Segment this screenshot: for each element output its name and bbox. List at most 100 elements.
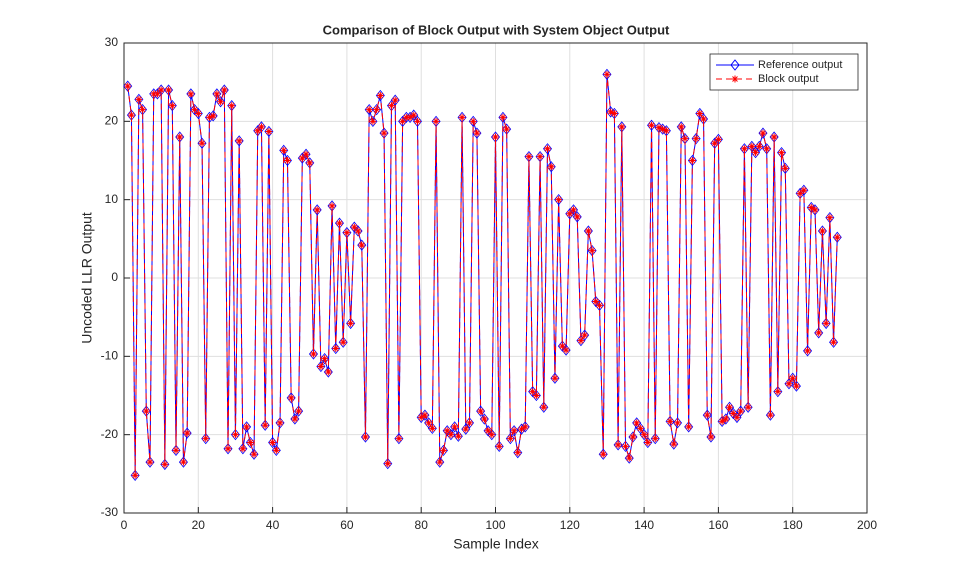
marker [532, 392, 540, 399]
marker [436, 458, 444, 466]
y-tick-label: 0 [111, 270, 118, 284]
marker [473, 129, 481, 137]
marker [145, 456, 155, 468]
marker [365, 106, 373, 114]
marker [406, 113, 414, 121]
marker [792, 382, 800, 390]
marker [748, 142, 756, 150]
marker [361, 433, 369, 441]
marker [245, 436, 255, 449]
marker [722, 415, 730, 423]
legend-label: Block output [758, 73, 819, 85]
marker [528, 385, 538, 398]
marker [465, 419, 473, 427]
marker [529, 388, 537, 396]
marker [350, 223, 358, 231]
marker [561, 344, 571, 356]
marker [309, 350, 317, 358]
marker [759, 129, 767, 137]
marker [323, 366, 333, 378]
marker [577, 337, 585, 345]
marker [428, 424, 436, 432]
marker [830, 338, 838, 346]
marker [306, 159, 314, 167]
marker [495, 442, 503, 450]
legend-label: Reference output [758, 59, 842, 71]
marker [603, 70, 611, 78]
marker [551, 374, 559, 382]
marker [271, 444, 281, 456]
marker [183, 429, 191, 437]
marker [335, 219, 343, 227]
marker [622, 442, 630, 450]
marker [131, 471, 139, 479]
marker [736, 405, 746, 417]
marker [687, 154, 697, 167]
marker [479, 413, 489, 425]
marker [349, 221, 359, 233]
marker [565, 208, 575, 220]
marker [673, 417, 683, 429]
marker [499, 113, 507, 121]
marker [665, 415, 675, 427]
marker [544, 145, 552, 153]
marker [674, 419, 682, 427]
marker [662, 127, 670, 135]
marker [191, 106, 199, 114]
marker [198, 139, 206, 147]
marker [781, 164, 789, 172]
marker [235, 137, 243, 145]
marker [546, 161, 556, 173]
y-tick-label: -10 [101, 349, 119, 363]
marker [480, 415, 488, 423]
marker [677, 123, 685, 131]
marker [726, 403, 734, 411]
marker [187, 90, 195, 98]
marker [234, 135, 244, 147]
marker [826, 214, 834, 222]
marker [584, 227, 592, 235]
marker [814, 327, 824, 339]
marker [743, 401, 753, 413]
marker [380, 129, 388, 137]
marker [607, 108, 615, 116]
marker [409, 109, 419, 121]
marker [412, 115, 422, 127]
marker [754, 140, 764, 153]
marker [755, 142, 763, 150]
marker [179, 458, 187, 466]
marker [167, 100, 177, 112]
marker [625, 454, 633, 462]
marker [829, 336, 839, 348]
marker [387, 102, 395, 110]
marker [324, 368, 332, 376]
marker [633, 419, 641, 427]
y-tick-label: -30 [101, 505, 119, 519]
marker [469, 117, 477, 125]
marker [618, 123, 626, 131]
marker [535, 150, 545, 163]
marker [614, 441, 622, 449]
marker [476, 405, 486, 417]
marker [301, 148, 311, 160]
marker [375, 89, 385, 102]
marker [640, 431, 648, 439]
marker [803, 345, 813, 357]
marker [758, 127, 768, 139]
marker [413, 117, 421, 125]
marker [539, 401, 549, 413]
marker [308, 348, 318, 360]
marker [208, 110, 218, 122]
marker [395, 435, 403, 443]
marker [410, 111, 418, 119]
marker [573, 213, 581, 221]
y-tick-label: -20 [101, 427, 119, 441]
legend-marker [731, 75, 739, 83]
marker [224, 445, 232, 453]
marker [357, 239, 367, 251]
marker [800, 186, 808, 194]
marker [287, 394, 295, 402]
x-tick-label: 80 [415, 518, 429, 532]
marker [650, 432, 660, 445]
marker [190, 103, 200, 116]
